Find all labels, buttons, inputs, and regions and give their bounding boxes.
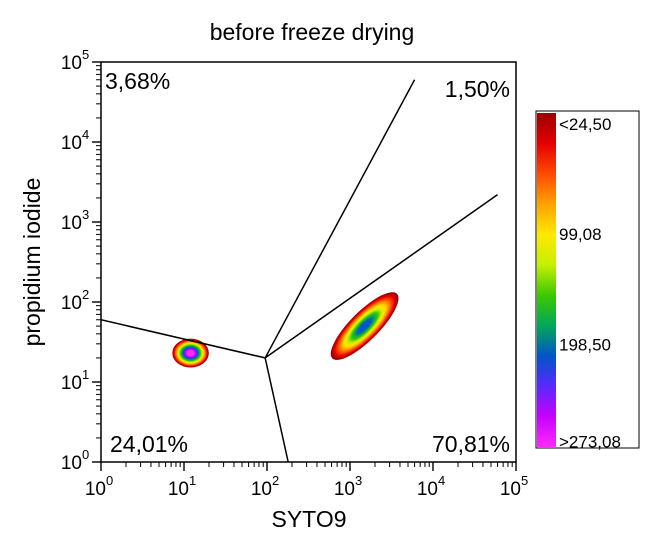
y-tick-label: 105 bbox=[61, 47, 89, 74]
gate-line-2 bbox=[264, 79, 416, 359]
chart-title: before freeze drying bbox=[210, 19, 415, 45]
y-tick-label: 102 bbox=[61, 287, 89, 314]
y-tick-label: 104 bbox=[61, 127, 89, 154]
x-tick-label: 103 bbox=[334, 473, 362, 500]
colorbar-label: 198,50 bbox=[559, 335, 611, 354]
quadrant-label-top-left: 3,68% bbox=[105, 68, 170, 94]
gate-line-3 bbox=[264, 193, 499, 359]
colorbar-label: 99,08 bbox=[559, 225, 602, 244]
color-scale-legend: <24,50 99,08 198,50 >273,08 bbox=[535, 110, 640, 451]
cell-population bbox=[330, 292, 399, 360]
quadrant-label-bottom-left: 24,01% bbox=[110, 431, 188, 457]
colorbar-label: <24,50 bbox=[559, 115, 611, 134]
y-axis-label: propidium iodide bbox=[19, 178, 45, 347]
gate-line-4 bbox=[264, 357, 289, 462]
colorbar-label: >273,08 bbox=[559, 432, 621, 451]
x-tick-label: 105 bbox=[500, 473, 528, 500]
colorbar-gradient bbox=[537, 113, 556, 447]
x-axis: 100 101 102 103 104 105 bbox=[85, 462, 528, 500]
y-tick-label: 103 bbox=[61, 207, 89, 234]
cell-population bbox=[172, 338, 209, 368]
density-contour bbox=[186, 349, 195, 357]
plot-area: 3,68% 1,50% 24,01% 70,81% bbox=[100, 61, 517, 463]
density-contour bbox=[357, 318, 372, 334]
x-tick-label: 100 bbox=[85, 473, 113, 500]
x-tick-label: 102 bbox=[251, 473, 279, 500]
y-tick-label: 101 bbox=[61, 367, 89, 394]
y-tick-label: 100 bbox=[61, 447, 89, 474]
x-tick-label: 101 bbox=[168, 473, 196, 500]
plot-frame bbox=[100, 61, 517, 463]
x-axis-label: SYTO9 bbox=[272, 506, 347, 532]
y-axis: 100 101 102 103 104 105 bbox=[61, 47, 101, 474]
quadrant-label-top-right: 1,50% bbox=[445, 76, 510, 102]
quadrant-label-bottom-right: 70,81% bbox=[432, 431, 510, 457]
gate-line-1 bbox=[101, 319, 266, 359]
x-tick-label: 104 bbox=[417, 473, 445, 500]
